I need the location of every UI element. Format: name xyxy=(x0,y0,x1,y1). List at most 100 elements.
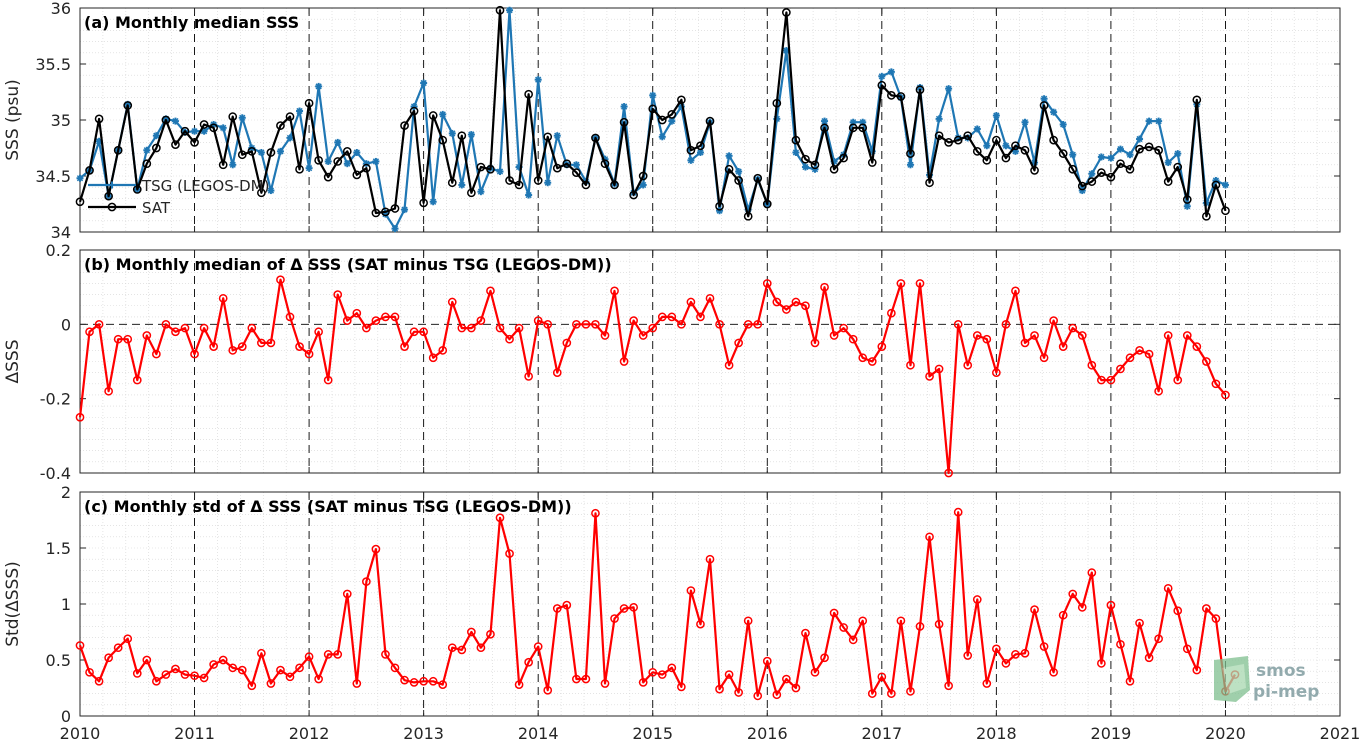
data-point xyxy=(1097,659,1106,668)
data-point xyxy=(132,185,142,194)
x-tick-label: 2011 xyxy=(174,724,215,743)
data-point xyxy=(944,681,953,691)
data-point xyxy=(735,168,743,176)
data-point xyxy=(1211,379,1221,389)
data-point xyxy=(867,158,877,167)
data-point xyxy=(772,98,782,108)
data-point xyxy=(572,161,580,169)
data-point xyxy=(123,101,133,110)
data-point xyxy=(572,319,581,329)
data-point xyxy=(505,176,514,185)
data-point xyxy=(190,138,199,147)
data-point xyxy=(591,319,600,329)
data-point xyxy=(113,145,123,155)
x-tick-label: 2012 xyxy=(289,724,330,743)
data-point xyxy=(1087,360,1097,370)
data-point xyxy=(945,85,953,93)
x-tick-label: 2015 xyxy=(632,724,673,743)
data-point xyxy=(495,323,505,333)
data-point xyxy=(323,172,333,182)
series-delta-3 xyxy=(75,507,1240,701)
data-point xyxy=(791,683,801,693)
data-point xyxy=(1163,331,1173,340)
data-point xyxy=(342,589,352,599)
data-point xyxy=(495,513,505,523)
data-point xyxy=(1077,181,1087,191)
y-tick-label: 0 xyxy=(61,315,71,334)
y-tick-label: 0.2 xyxy=(46,241,71,260)
data-point xyxy=(467,627,476,637)
data-point xyxy=(792,148,800,156)
data-point xyxy=(94,319,104,329)
data-point xyxy=(667,663,677,673)
data-point xyxy=(648,667,658,677)
data-point xyxy=(276,147,284,155)
data-point xyxy=(219,124,227,132)
data-point xyxy=(1001,659,1011,668)
data-point xyxy=(85,166,94,175)
data-point xyxy=(1173,606,1183,616)
data-point xyxy=(171,327,180,337)
data-point xyxy=(534,76,542,84)
data-point xyxy=(505,334,514,344)
data-point xyxy=(982,679,992,688)
data-point xyxy=(1020,145,1030,155)
data-point xyxy=(409,106,419,116)
data-point xyxy=(925,372,934,381)
y-tick-label: 0 xyxy=(61,707,71,726)
data-point xyxy=(1106,375,1116,385)
data-point xyxy=(381,312,390,322)
y-tick-label: 35 xyxy=(51,111,71,130)
data-point xyxy=(285,672,295,682)
data-point xyxy=(992,112,1000,120)
data-point xyxy=(1154,145,1163,155)
y-tick-label: 34.5 xyxy=(35,167,71,186)
data-point xyxy=(1192,342,1202,351)
data-point xyxy=(295,164,304,174)
data-point xyxy=(915,622,925,631)
data-point xyxy=(400,342,409,351)
data-point xyxy=(533,642,543,651)
data-point xyxy=(552,604,562,613)
data-point xyxy=(562,600,572,610)
data-point xyxy=(648,104,658,114)
data-point xyxy=(229,161,237,169)
data-point xyxy=(75,197,85,207)
y-tick-label: 34 xyxy=(51,223,71,242)
data-point xyxy=(696,619,705,629)
data-point xyxy=(218,655,228,665)
data-point xyxy=(638,331,648,340)
data-point xyxy=(1050,108,1058,116)
data-point xyxy=(1088,170,1096,178)
data-point xyxy=(419,198,428,208)
panel-title: (b) Monthly median of Δ SSS (SAT minus T… xyxy=(84,255,612,274)
data-point xyxy=(896,616,906,626)
data-point xyxy=(1155,117,1163,125)
data-point xyxy=(801,154,810,164)
data-point xyxy=(305,164,313,172)
data-point xyxy=(553,132,561,140)
data-point xyxy=(333,650,343,659)
data-point xyxy=(934,131,944,141)
data-point xyxy=(543,319,553,329)
data-point xyxy=(334,138,342,146)
data-point xyxy=(409,327,419,337)
data-point xyxy=(667,110,677,119)
data-point xyxy=(572,674,581,684)
x-tick-label: 2021 xyxy=(1320,724,1361,743)
logo-text-smos: smos xyxy=(1256,661,1306,681)
data-point xyxy=(218,160,228,170)
data-point xyxy=(1011,141,1020,151)
data-point xyxy=(715,684,724,694)
legend-item: SAT xyxy=(88,199,171,217)
data-point xyxy=(801,628,810,638)
data-point xyxy=(190,671,199,681)
data-point xyxy=(725,152,733,160)
data-point xyxy=(1116,145,1124,153)
data-point xyxy=(448,129,456,137)
data-point xyxy=(171,140,180,149)
data-point xyxy=(1001,319,1011,329)
data-point xyxy=(1097,375,1106,385)
data-point xyxy=(400,675,409,685)
x-tick-label: 2014 xyxy=(518,724,559,743)
